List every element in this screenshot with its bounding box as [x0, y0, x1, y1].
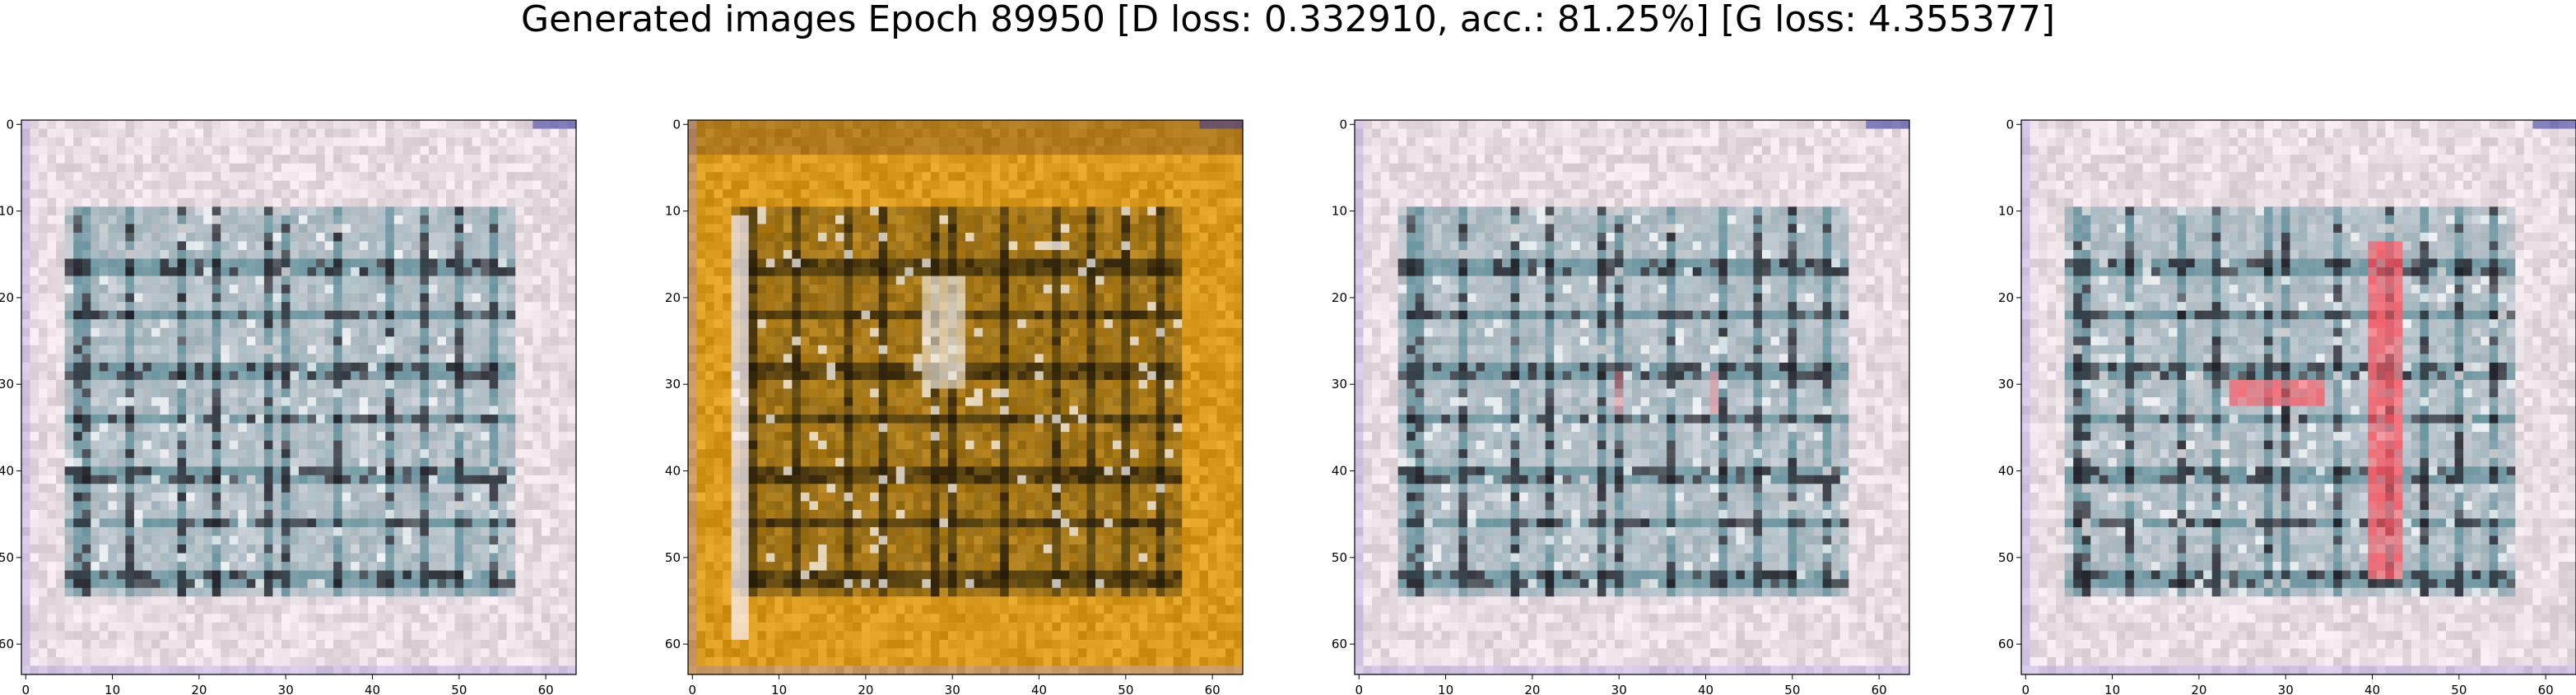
- x-tick-label: 40: [1698, 683, 1713, 695]
- axes-frame: [2020, 119, 2576, 675]
- x-tick-label: 10: [2104, 683, 2120, 695]
- x-tick-label: 10: [105, 683, 120, 695]
- y-tick-label: 50: [665, 550, 681, 565]
- y-tick-label: 40: [0, 464, 14, 479]
- y-tick-label: 50: [0, 550, 14, 565]
- y-tick-label: 60: [0, 637, 14, 651]
- x-tick-label: 20: [191, 683, 207, 695]
- y-tick-label: 30: [1998, 377, 2014, 392]
- y-tick-label: 40: [1332, 464, 1347, 479]
- y-tick-label: 20: [0, 290, 14, 305]
- y-tick-label: 60: [1332, 637, 1347, 651]
- x-tick-label: 40: [365, 683, 380, 695]
- x-tick-label: 50: [2451, 683, 2467, 695]
- y-tick-label: 0: [672, 117, 681, 132]
- y-tick-label: 10: [1998, 204, 2014, 219]
- x-tick-label: 50: [451, 683, 467, 695]
- x-tick-label: 10: [1438, 683, 1453, 695]
- y-tick-label: 40: [1998, 464, 2014, 479]
- x-tick-label: 0: [688, 683, 696, 695]
- x-tick-label: 50: [1784, 683, 1800, 695]
- image-panel-1: 0 10 20 30 40 50 60 0 10 20 30 40 50 60: [0, 117, 577, 695]
- image-pixels: [2021, 120, 2576, 675]
- x-tick-label: 30: [278, 683, 294, 695]
- y-tick-label: 30: [665, 377, 681, 392]
- y-tick-label: 40: [665, 464, 681, 479]
- y-tick-label: 30: [0, 377, 14, 392]
- axes-frame: [687, 119, 1244, 675]
- axes-frame: [1354, 119, 1910, 675]
- x-tick-label: 40: [2364, 683, 2380, 695]
- image-pixels: [21, 120, 577, 675]
- x-tick-label: 0: [2021, 683, 2030, 695]
- x-tick-label: 20: [858, 683, 873, 695]
- image-panel-2: 0 10 20 30 40 50 60 0 10 20 30 40 50 60: [665, 117, 1244, 695]
- y-tick-label: 20: [1998, 290, 2014, 305]
- x-tick-label: 60: [538, 683, 554, 695]
- axes-frame: [21, 119, 577, 675]
- image-pixels: [688, 120, 1244, 675]
- y-tick-label: 50: [1332, 550, 1347, 565]
- y-tick-label: 10: [665, 204, 681, 219]
- y-tick-label: 60: [665, 637, 681, 651]
- y-tick-label: 0: [6, 117, 14, 132]
- figure-title: Generated images Epoch 89950 [D loss: 0.…: [520, 0, 2056, 40]
- x-tick-label: 30: [2278, 683, 2294, 695]
- y-tick-label: 0: [2006, 117, 2014, 132]
- x-tick-label: 10: [771, 683, 787, 695]
- image-panel-4: 0 10 20 30 40 50 60 0 10 20 30 40 50 60: [1998, 117, 2576, 695]
- y-tick-label: 60: [1998, 637, 2014, 651]
- image-pixels: [1355, 120, 1910, 675]
- x-tick-label: 30: [1611, 683, 1627, 695]
- y-tick-label: 0: [1339, 117, 1347, 132]
- y-tick-label: 30: [1332, 377, 1347, 392]
- x-tick-label: 20: [1524, 683, 1540, 695]
- y-tick-label: 10: [0, 204, 14, 219]
- x-tick-label: 20: [2191, 683, 2206, 695]
- x-tick-label: 0: [21, 683, 30, 695]
- x-tick-label: 50: [1118, 683, 1133, 695]
- x-tick-label: 60: [1872, 683, 1887, 695]
- image-panel-3: 0 10 20 30 40 50 60 0 10 20 30 40 50 60: [1332, 117, 1910, 695]
- x-tick-label: 0: [1355, 683, 1363, 695]
- x-tick-label: 40: [1031, 683, 1047, 695]
- y-tick-label: 50: [1998, 550, 2014, 565]
- y-tick-label: 20: [1332, 290, 1347, 305]
- x-tick-label: 60: [1205, 683, 1221, 695]
- x-tick-label: 30: [945, 683, 960, 695]
- y-tick-label: 20: [665, 290, 681, 305]
- x-tick-label: 60: [2538, 683, 2554, 695]
- y-tick-label: 10: [1332, 204, 1347, 219]
